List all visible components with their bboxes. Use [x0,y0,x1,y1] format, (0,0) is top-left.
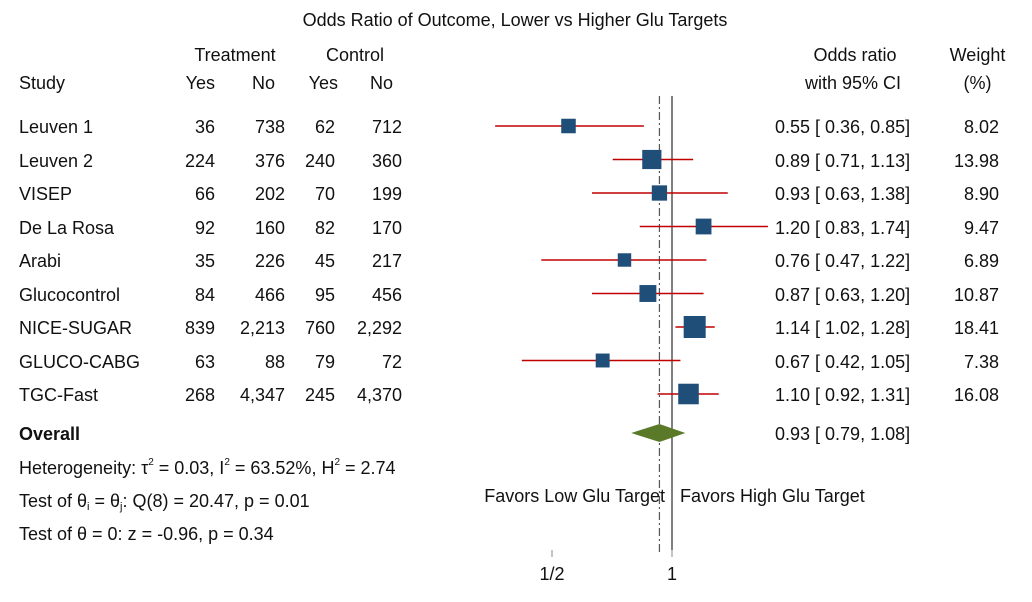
treatment-yes: 84 [194,284,215,305]
treatment-no: 160 [254,217,285,238]
treatment-no: 226 [254,251,285,271]
test-equal-text: Test of θi = θj: Q(8) = 20.47, p = 0.01 [19,491,310,513]
effect-marker [639,285,657,302]
header-treatment-no: No [251,73,275,93]
treatment-yes: 63 [194,351,215,372]
control-no: 217 [371,251,402,271]
heterogeneity-text: Heterogeneity: τ2 = 0.03, I2 = 63.52%, H… [19,457,396,479]
study-name: Leuven 1 [19,117,94,137]
control-no: 2,292 [356,318,402,338]
weight-text: 9.47 [963,217,999,238]
favors-high-label: Favors High Glu Target [680,486,865,506]
x-tick-label: 1 [667,564,677,584]
header-weight-2: (%) [963,73,992,93]
overall-diamond [631,424,686,442]
treatment-no: 4,347 [239,385,285,405]
header-weight-1: Weight [949,45,1006,65]
control-yes: 240 [304,150,335,171]
control-yes: 82 [314,217,335,238]
treatment-yes: 35 [194,251,215,271]
control-yes: 62 [314,117,335,137]
control-no: 456 [371,284,402,305]
header-control: Control [325,45,385,65]
header-study: Study [19,73,66,93]
ci-text: 0.87 [ 0.63, 1.20] [775,284,911,305]
header-control-yes: Yes [308,73,338,93]
effect-marker [695,218,712,235]
study-name: Leuven 2 [19,150,94,171]
weight-text: 16.08 [953,385,999,405]
study-name: VISEP [19,184,73,204]
study-name: TGC-Fast [19,385,98,405]
study-name: Arabi [19,251,62,271]
ci-text: 1.10 [ 0.92, 1.31] [775,385,911,405]
control-yes: 70 [314,184,335,204]
control-no: 72 [381,351,402,372]
header-control-no: No [369,73,393,93]
effect-marker [683,316,706,338]
header-treatment: Treatment [194,45,276,65]
treatment-no: 466 [254,284,285,305]
effect-marker [561,118,576,134]
effect-marker [651,185,668,201]
ci-text: 0.89 [ 0.71, 1.13] [775,150,911,171]
control-yes: 79 [314,351,335,372]
weight-text: 10.87 [953,284,999,305]
ci-text: 1.14 [ 1.02, 1.28] [775,318,911,338]
treatment-no: 202 [254,184,285,204]
header-or-1: Odds ratio [813,45,897,65]
weight-text: 8.90 [963,184,999,204]
treatment-no: 88 [264,351,285,372]
control-yes: 45 [314,251,335,271]
control-yes: 95 [314,284,335,305]
weight-text: 6.89 [963,251,999,271]
control-no: 712 [371,117,402,137]
study-name: NICE-SUGAR [19,318,133,338]
control-yes: 245 [304,385,335,405]
study-name: GLUCO-CABG [19,351,141,372]
effect-marker [642,149,662,170]
treatment-yes: 36 [194,117,215,137]
treatment-yes: 224 [184,150,215,171]
control-no: 4,370 [356,385,402,405]
ci-text: 0.76 [ 0.47, 1.22] [775,251,911,271]
study-name: De La Rosa [19,217,115,238]
favors-low-label: Favors Low Glu Target [484,486,665,506]
weight-text: 8.02 [963,117,999,137]
effect-marker [595,353,610,368]
weight-text: 18.41 [953,318,999,338]
control-yes: 760 [304,318,335,338]
header-treatment-yes: Yes [185,73,215,93]
weight-text: 13.98 [953,150,999,171]
ci-text: 1.20 [ 0.83, 1.74] [775,217,911,238]
treatment-no: 376 [254,150,285,171]
effect-marker [617,253,632,267]
control-no: 360 [371,150,402,171]
control-no: 199 [371,184,402,204]
weight-text: 7.38 [963,351,999,372]
treatment-yes: 839 [184,318,215,338]
ci-text: 0.67 [ 0.42, 1.05] [775,351,911,372]
control-no: 170 [371,217,402,238]
chart-title: Odds Ratio of Outcome, Lower vs Higher G… [302,10,728,30]
treatment-yes: 66 [194,184,215,204]
treatment-no: 2,213 [239,318,285,338]
treatment-no: 738 [254,117,285,137]
x-tick-label: 1/2 [539,564,564,584]
overall-label: Overall [19,424,81,444]
ci-text: 0.55 [ 0.36, 0.85] [775,117,911,137]
treatment-yes: 92 [194,217,215,238]
treatment-yes: 268 [184,385,215,405]
overall-ci-text: 0.93 [ 0.79, 1.08] [775,424,911,444]
effect-marker [678,383,699,405]
header-or-2: with 95% CI [804,73,902,93]
test-zero-text: Test of θ = 0: z = -0.96, p = 0.34 [19,524,274,544]
ci-text: 0.93 [ 0.63, 1.38] [775,184,911,204]
study-name: Glucocontrol [19,284,121,305]
